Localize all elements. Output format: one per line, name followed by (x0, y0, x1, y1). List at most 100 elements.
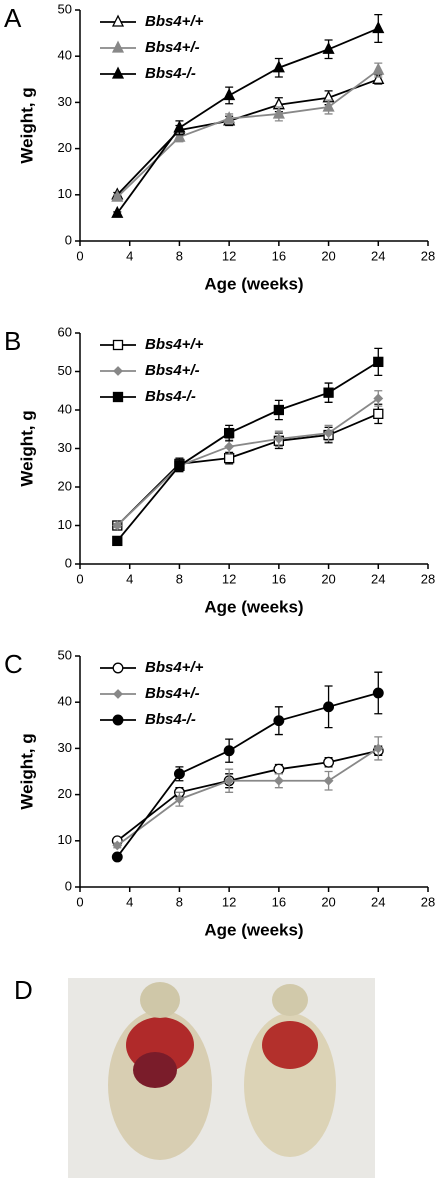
x-axis-label: Age (weeks) (204, 920, 303, 939)
x-tick-label: 0 (76, 571, 83, 586)
marker (112, 520, 123, 531)
y-tick-label: 50 (58, 647, 72, 662)
mouse-right-head (272, 984, 308, 1016)
y-axis-label: Weight, g (17, 87, 36, 163)
y-tick-label: 20 (58, 478, 72, 493)
x-tick-label: 8 (176, 571, 183, 586)
y-tick-label: 50 (58, 363, 72, 378)
marker (112, 391, 124, 403)
marker (323, 756, 335, 768)
legend-label: Bbs4+/- (145, 685, 200, 702)
marker (112, 840, 123, 851)
x-axis-label: Age (weeks) (204, 274, 303, 293)
panel-label: D (14, 975, 33, 1005)
x-axis-label: Age (weeks) (204, 597, 303, 616)
panel-label: C (4, 649, 23, 679)
series-line (116, 397, 379, 527)
marker (112, 662, 124, 674)
marker (372, 21, 385, 34)
x-tick-label: 28 (421, 248, 435, 263)
marker (323, 387, 334, 398)
x-tick-label: 24 (371, 571, 385, 586)
marker (323, 428, 334, 439)
marker (272, 60, 285, 73)
marker (223, 111, 236, 124)
marker (273, 763, 285, 775)
y-tick-label: 10 (58, 186, 72, 201)
series-line (116, 69, 379, 198)
marker (113, 366, 123, 376)
marker (322, 41, 335, 54)
x-tick-label: 20 (321, 571, 335, 586)
marker (111, 14, 125, 27)
x-tick-label: 0 (76, 894, 83, 909)
marker (223, 452, 235, 464)
panel-label: A (4, 3, 22, 33)
y-tick-label: 50 (58, 1, 72, 16)
marker (373, 356, 384, 368)
x-tick-label: 24 (371, 894, 385, 909)
marker (111, 205, 124, 218)
marker (111, 66, 125, 79)
y-tick-label: 60 (58, 324, 72, 339)
x-tick-label: 28 (421, 571, 435, 586)
y-tick-label: 10 (58, 517, 72, 532)
marker (173, 768, 185, 780)
x-tick-label: 4 (126, 571, 133, 586)
y-tick-label: 0 (65, 878, 72, 893)
x-tick-label: 20 (321, 894, 335, 909)
x-tick-label: 4 (126, 894, 133, 909)
marker (223, 427, 235, 439)
y-tick-label: 30 (58, 440, 72, 455)
y-tick-label: 10 (58, 832, 72, 847)
x-tick-label: 12 (222, 571, 236, 586)
legend-label: Bbs4+/+ (145, 13, 204, 30)
x-tick-label: 28 (421, 894, 435, 909)
x-tick-label: 16 (272, 894, 286, 909)
marker (224, 441, 235, 452)
series-line (116, 361, 379, 542)
mouse-left-liver (133, 1052, 177, 1088)
mouse-right-organs (262, 1021, 318, 1069)
x-tick-label: 16 (272, 248, 286, 263)
marker (223, 88, 236, 101)
y-tick-label: 30 (58, 740, 72, 755)
y-tick-label: 40 (58, 48, 72, 63)
series-line (116, 78, 379, 196)
marker (111, 851, 123, 863)
marker (373, 393, 384, 404)
x-tick-label: 8 (176, 248, 183, 263)
photo (68, 978, 375, 1178)
y-tick-label: 0 (65, 232, 72, 247)
series-line (116, 692, 379, 858)
marker (173, 129, 186, 142)
legend-label: Bbs4+/+ (145, 336, 204, 353)
legend-label: Bbs4+/- (145, 362, 200, 379)
marker (273, 775, 284, 786)
marker (323, 701, 335, 713)
legend-label: Bbs4+/- (145, 39, 200, 56)
mouse-left-head (140, 982, 180, 1018)
y-tick-label: 30 (58, 94, 72, 109)
series-line (116, 413, 379, 527)
x-tick-label: 24 (371, 248, 385, 263)
x-tick-label: 20 (321, 248, 335, 263)
y-axis-label: Weight, g (17, 410, 36, 486)
marker (111, 189, 124, 202)
marker (112, 339, 124, 351)
y-tick-label: 0 (65, 555, 72, 570)
marker (273, 433, 284, 444)
marker (372, 687, 384, 699)
marker (174, 460, 185, 471)
marker (323, 775, 334, 786)
legend-label: Bbs4-/- (145, 388, 196, 405)
marker (223, 745, 235, 757)
marker (173, 120, 186, 133)
series-line (116, 747, 379, 847)
marker (112, 714, 124, 726)
marker (272, 106, 285, 119)
marker (373, 408, 384, 420)
marker (111, 40, 125, 53)
marker (372, 62, 385, 75)
